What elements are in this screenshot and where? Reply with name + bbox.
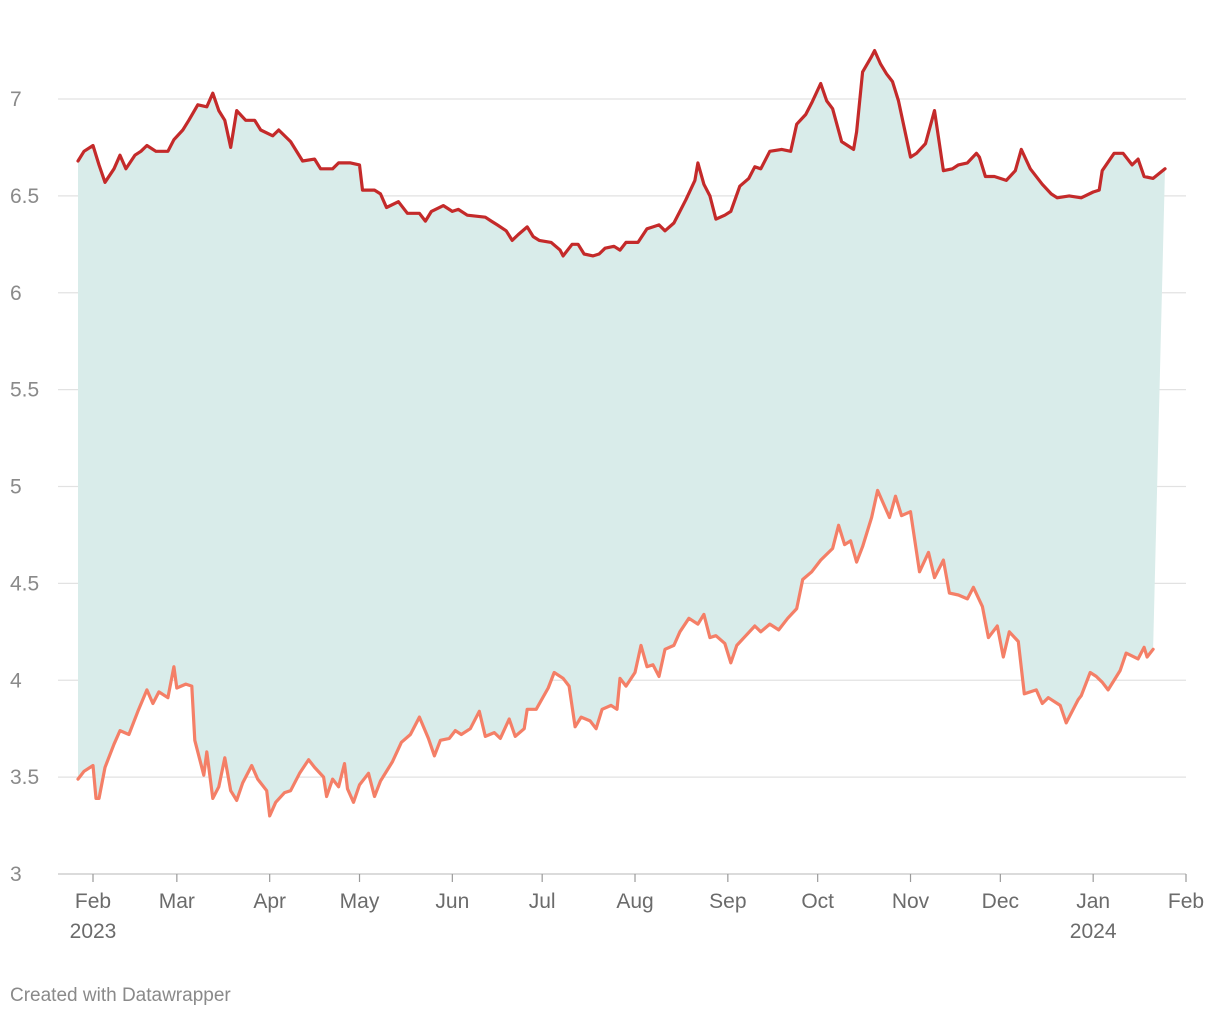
y-tick-label: 6.5	[10, 185, 39, 208]
x-tick-label: Oct	[801, 890, 834, 913]
y-axis-ticks: 3 3.5 4 4.5 5 5.5 6 6.5 7	[10, 88, 39, 886]
y-tick-label: 4	[10, 669, 22, 692]
x-axis-ticks: Feb 2023 Mar Apr May Jun Jul Aug Sep Oct Nov Dec Jan…	[70, 874, 1204, 943]
x-tick-label: Aug	[616, 890, 653, 913]
x-tick-year-label: 2023	[70, 920, 117, 943]
y-tick-label: 5.5	[10, 379, 39, 402]
x-tick-label: Sep	[709, 890, 746, 913]
series-lines	[76, 48, 1167, 818]
x-tick-label: Feb	[75, 890, 111, 913]
x-tick-label: Nov	[892, 890, 930, 913]
credit-text: Created with Datawrapper	[10, 985, 231, 1006]
x-tick-label: Feb	[1168, 890, 1204, 913]
series-line-lower	[76, 488, 1155, 818]
x-tick-label: Jan	[1076, 890, 1110, 913]
y-tick-label: 7	[10, 88, 22, 111]
y-tick-label: 6	[10, 282, 22, 305]
x-tick-label: Mar	[159, 890, 195, 913]
x-tick-label: Dec	[982, 890, 1019, 913]
x-tick-label: May	[340, 890, 380, 913]
x-tick-year-label: 2024	[1070, 920, 1117, 943]
y-tick-label: 5	[10, 476, 22, 499]
area-between-series	[78, 50, 1165, 816]
y-tick-label: 3	[10, 863, 22, 886]
x-tick-label: Jul	[529, 890, 556, 913]
y-tick-label: 3.5	[10, 766, 39, 789]
series-line-upper	[76, 48, 1167, 258]
x-tick-label: Apr	[253, 890, 286, 913]
x-tick-label: Jun	[435, 890, 469, 913]
y-tick-label: 4.5	[10, 572, 39, 595]
